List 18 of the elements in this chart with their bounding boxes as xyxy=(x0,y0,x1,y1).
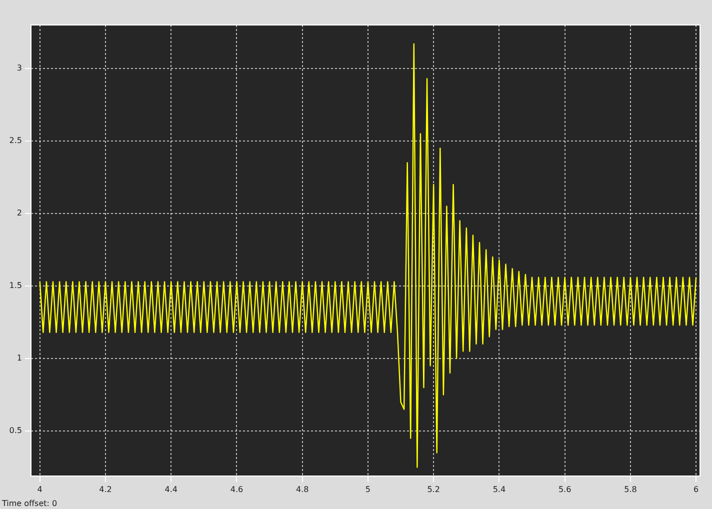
x-tick-label: 5.8 xyxy=(624,484,637,494)
x-tick-label: 4.2 xyxy=(99,484,112,494)
y-tick-label: 3 xyxy=(16,64,22,73)
x-tick-label: 4.4 xyxy=(164,484,178,494)
y-tick-label: 2 xyxy=(16,208,22,218)
y-tick-label: 1 xyxy=(16,354,22,363)
x-tick-label: 5 xyxy=(365,484,371,494)
x-tick-label: 4.6 xyxy=(230,484,244,494)
x-tick-label: 5.2 xyxy=(427,484,440,494)
x-tick-label: 6 xyxy=(694,484,699,494)
text: Time offset: 0 xyxy=(2,499,58,508)
x-tick-label: 4.8 xyxy=(296,484,309,494)
x-tick-label: 4 xyxy=(37,484,42,494)
y-tick-label: 2.5 xyxy=(9,136,22,146)
x-tick-label: 5.4 xyxy=(492,484,506,494)
x-tick-label: 5.6 xyxy=(558,484,572,494)
y-tick-label: 0.5 xyxy=(9,426,22,436)
y-tick-label: 1.5 xyxy=(9,281,22,290)
